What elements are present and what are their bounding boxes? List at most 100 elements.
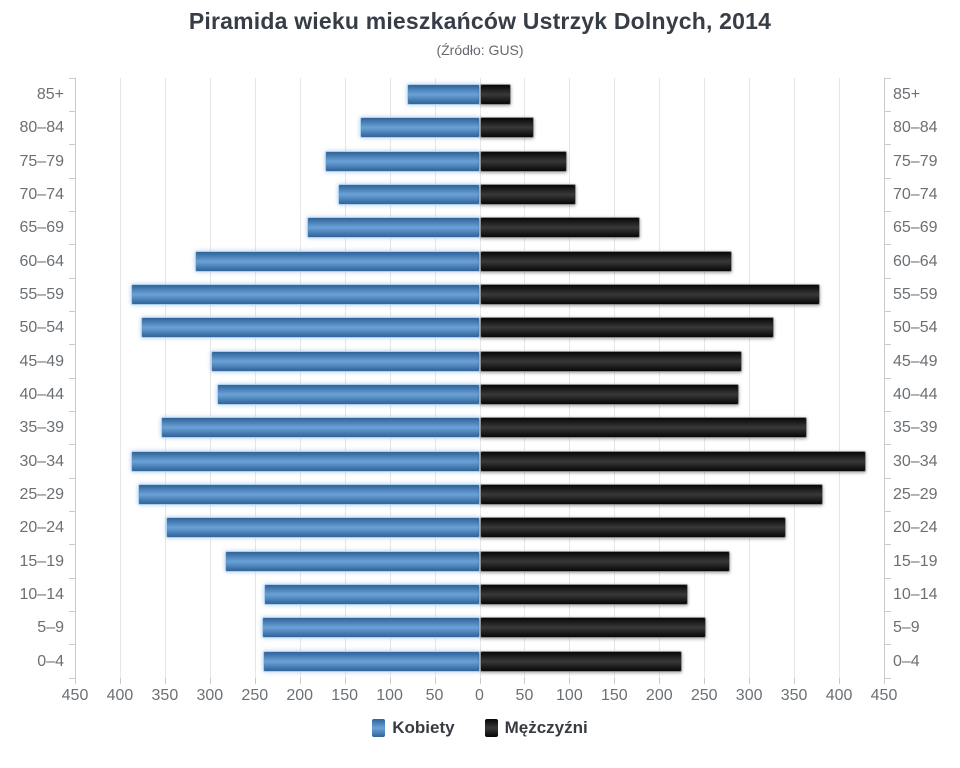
bar-kobiety-35–39[interactable]	[161, 417, 480, 439]
gridline	[299, 78, 301, 678]
x-axis-tick	[749, 678, 751, 684]
gridline	[434, 78, 436, 678]
age-group-label-left: 65–69	[19, 219, 65, 237]
bar-mezczyzni-55–59[interactable]	[479, 284, 821, 305]
bar-mezczyzni-50–54[interactable]	[479, 317, 774, 339]
y-axis-tick-left	[69, 444, 75, 446]
age-group-label-right: 10–14	[893, 586, 938, 603]
legend-item-mezczyzni[interactable]: Mężczyźni	[484, 718, 588, 738]
bar-mezczyzni-60–64[interactable]	[479, 250, 733, 272]
bar-mezczyzni-40–44[interactable]	[479, 384, 739, 405]
bar-kobiety-25–29[interactable]	[137, 484, 480, 505]
age-group-label-right: 35–39	[893, 419, 938, 437]
bar-mezczyzni-20–24[interactable]	[479, 517, 787, 539]
bar-mezczyzni-65–69[interactable]	[479, 217, 640, 239]
plot-area: 450 400 350 300 250 200 150 100 50 0 50 100 150 200 25…	[62, 77, 897, 704]
bar-mezczyzni-10–14[interactable]	[479, 584, 689, 605]
x-axis-label: 450	[870, 687, 898, 704]
gridline	[119, 78, 121, 678]
x-axis-tick	[794, 678, 796, 684]
y-axis-tick-right	[885, 644, 891, 646]
y-axis-tick-right	[885, 677, 891, 679]
legend-item-kobiety[interactable]: Kobiety	[372, 718, 455, 738]
bar-kobiety-70–74[interactable]	[338, 184, 480, 205]
y-axis-tick-right	[885, 110, 891, 112]
x-axis-label: 100	[556, 687, 583, 704]
bar-kobiety-80–84[interactable]	[359, 117, 480, 139]
bar-kobiety-75–79[interactable]	[324, 150, 480, 172]
y-axis-tick-right	[885, 177, 891, 179]
gridline	[704, 78, 706, 678]
age-group-label-right: 5–9	[893, 619, 920, 637]
legend-swatch-mezczyzni	[484, 719, 498, 737]
x-axis-label: 350	[151, 687, 179, 704]
age-group-label-right: 70–74	[893, 186, 938, 203]
x-axis-tick	[614, 678, 616, 684]
bar-mezczyzni-75–79[interactable]	[479, 150, 567, 172]
bar-mezczyzni-25–29[interactable]	[479, 484, 824, 505]
bar-kobiety-50–54[interactable]	[141, 317, 480, 339]
age-group-label-left: 50–54	[19, 319, 65, 337]
bar-mezczyzni-45–49[interactable]	[479, 350, 743, 372]
y-axis-labels-right: 85+ 80–84 75–79 70–74 65–69 60–64 55–59 50–54 45…	[893, 78, 959, 678]
bar-kobiety-30–34[interactable]	[131, 450, 480, 472]
age-group-label-left: 5–9	[37, 619, 64, 637]
bar-kobiety-55–59[interactable]	[131, 284, 480, 305]
bar-kobiety-85+[interactable]	[406, 84, 480, 105]
age-group-label-left: 30–34	[19, 452, 65, 470]
age-group-label-left: 80–84	[19, 119, 65, 137]
bar-kobiety-45–49[interactable]	[210, 350, 480, 372]
bar-kobiety-15–19[interactable]	[224, 550, 480, 572]
y-axis-tick-left	[69, 544, 75, 546]
y-axis-tick-right	[885, 210, 891, 212]
age-group-label-right: 15–19	[893, 552, 938, 570]
bar-mezczyzni-30–34[interactable]	[479, 450, 867, 472]
legend: Kobiety Mężczyźni	[0, 718, 960, 738]
bar-mezczyzni-70–74[interactable]	[479, 184, 576, 205]
x-axis-label: 450	[61, 687, 89, 704]
bar-kobiety-20–24[interactable]	[165, 517, 480, 539]
age-group-label-left: 40–44	[19, 386, 65, 403]
y-axis-tick-left	[69, 77, 75, 79]
y-axis-tick-left	[69, 477, 75, 479]
age-group-label-right: 80–84	[893, 119, 938, 137]
x-axis-label: 300	[735, 687, 763, 704]
bar-mezczyzni-0–4[interactable]	[479, 650, 682, 672]
x-axis-tick	[209, 678, 211, 684]
y-axis-tick-right	[885, 577, 891, 579]
age-group-label-left: 25–29	[19, 486, 65, 503]
gridline	[614, 78, 616, 678]
age-group-label-right: 0–4	[893, 652, 920, 670]
gridline	[344, 78, 346, 678]
age-group-label-left: 55–59	[19, 286, 65, 303]
x-axis-tick	[254, 678, 256, 684]
y-axis-tick-right	[885, 144, 891, 146]
y-axis-tick-right	[885, 377, 891, 379]
y-axis-tick-left	[69, 644, 75, 646]
bar-mezczyzni-35–39[interactable]	[479, 417, 807, 439]
y-axis-tick-left	[69, 410, 75, 412]
y-axis-tick-right	[885, 610, 891, 612]
bar-mezczyzni-5–9[interactable]	[479, 617, 707, 639]
age-group-label-right: 50–54	[893, 319, 938, 337]
bar-kobiety-65–69[interactable]	[306, 217, 480, 239]
x-axis-label: 150	[331, 687, 359, 704]
x-axis-tick	[164, 678, 166, 684]
bar-mezczyzni-15–19[interactable]	[479, 550, 731, 572]
age-group-label-right: 60–64	[893, 252, 938, 270]
gridline	[479, 78, 481, 678]
bar-mezczyzni-85+[interactable]	[479, 84, 512, 105]
x-axis-tick	[119, 678, 121, 684]
axis-line	[75, 78, 76, 678]
y-axis-tick-right	[885, 277, 891, 279]
x-axis-label: 0	[475, 687, 484, 704]
x-axis-label: 300	[196, 687, 224, 704]
bar-kobiety-10–14[interactable]	[264, 584, 480, 605]
age-group-label-right: 40–44	[893, 386, 938, 403]
bar-mezczyzni-80–84[interactable]	[479, 117, 534, 139]
bar-kobiety-5–9[interactable]	[261, 617, 480, 639]
bar-kobiety-40–44[interactable]	[216, 384, 480, 405]
bar-kobiety-0–4[interactable]	[262, 650, 480, 672]
bar-kobiety-60–64[interactable]	[195, 250, 480, 272]
y-axis-tick-left	[69, 344, 75, 346]
